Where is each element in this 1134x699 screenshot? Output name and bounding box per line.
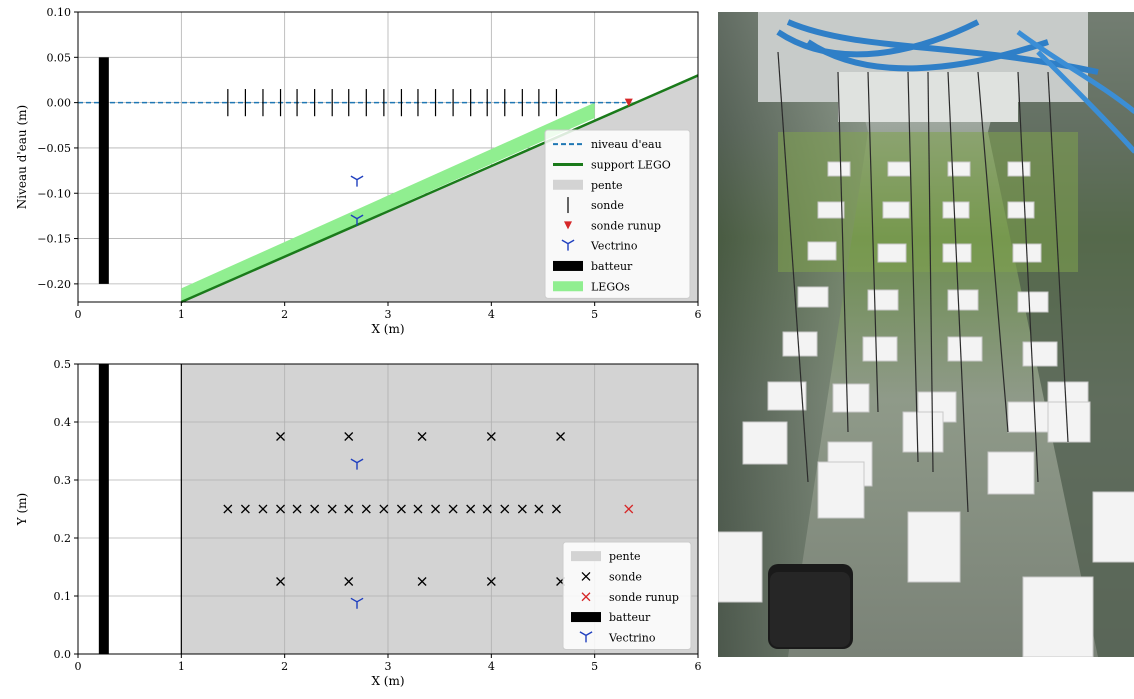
- vectrino-marker: [350, 458, 364, 470]
- y-tick-label: 0.10: [47, 6, 72, 19]
- sonde-marker: [486, 432, 496, 441]
- sonde-marker: [240, 504, 250, 514]
- y-tick-label: −0.10: [37, 187, 71, 200]
- sonde-runup-marker: [624, 504, 634, 514]
- x-tick-label: 6: [695, 660, 702, 673]
- batteur-bar: [98, 364, 109, 654]
- x-tick-label: 3: [385, 308, 392, 321]
- vectrino-marker: [350, 597, 364, 609]
- legend-label: support LEGO: [591, 158, 671, 171]
- x-tick-label: 2: [281, 660, 288, 673]
- legend-label: batteur: [609, 611, 651, 624]
- legend-label: sonde runup: [609, 591, 679, 604]
- sonde-marker: [379, 504, 389, 514]
- sonde-marker: [344, 577, 354, 586]
- sonde-marker: [417, 577, 427, 586]
- sonde-marker: [482, 504, 492, 514]
- legend-swatch: [581, 571, 591, 581]
- y-tick-label: 0.0: [54, 648, 72, 661]
- sonde-marker: [344, 504, 354, 514]
- legend-label: Vectrino: [590, 240, 638, 253]
- sonde-marker: [327, 504, 337, 514]
- sonde-marker: [431, 504, 440, 514]
- y-tick-label: 0.05: [47, 51, 72, 64]
- legend-swatch: [553, 281, 583, 292]
- legend-label: niveau d'eau: [591, 138, 662, 151]
- sonde-marker: [223, 504, 233, 514]
- legend-label: sonde runup: [591, 219, 661, 232]
- legend-box: [562, 541, 692, 650]
- sonde-marker: [500, 504, 510, 514]
- sonde-marker: [276, 577, 285, 586]
- legend-label: batteur: [591, 260, 633, 273]
- x-tick-label: 0: [75, 660, 82, 673]
- sonde-marker: [361, 504, 371, 514]
- y-tick-label: −0.15: [37, 233, 71, 246]
- sonde-marker: [534, 504, 544, 514]
- vectrino-marker: [350, 175, 364, 187]
- support-lego-line: [180, 74, 699, 304]
- plan-view-chart: 0 1 2 3 4 5 6 0.5 0.4 0.3 0.2 0.1 0.0 X (m) Y (m) pente…: [15, 358, 702, 688]
- legend-box: [544, 129, 691, 299]
- x-tick-label: 3: [385, 660, 392, 673]
- x-tick-label: 1: [178, 308, 185, 321]
- sonde-marker: [517, 504, 527, 514]
- legend-swatch: [581, 592, 591, 602]
- sonde-marker: [276, 504, 285, 514]
- x-tick-label: 5: [591, 308, 598, 321]
- sonde-marker: [448, 504, 458, 514]
- legend-label: pente: [591, 179, 623, 192]
- y-tick-label: 0.5: [54, 358, 72, 371]
- sonde-marker: [417, 432, 427, 441]
- y-tick-label: 0.2: [54, 532, 72, 545]
- legend-label: Vectrino: [608, 631, 656, 644]
- x-tick-label: 5: [591, 660, 598, 673]
- legend-label: sonde: [609, 570, 642, 583]
- sonde-runup-marker: [624, 98, 633, 107]
- legend-swatch: [553, 260, 583, 271]
- sonde-marker: [551, 504, 561, 514]
- x-axis-label: X (m): [371, 674, 404, 688]
- x-tick-label: 6: [695, 308, 702, 321]
- legend-swatch: [564, 221, 572, 230]
- y-tick-label: −0.05: [37, 142, 71, 155]
- sonde-marker: [258, 504, 268, 514]
- x-tick-label: 4: [488, 660, 495, 673]
- vectrino-marker: [350, 214, 364, 226]
- y-tick-label: 0.1: [54, 590, 72, 603]
- legend-swatch: [561, 239, 575, 251]
- lego-flume-photo: [718, 12, 1134, 657]
- sonde-marker: [486, 577, 496, 586]
- x-tick-label: 1: [178, 660, 185, 673]
- y-tick-label: 0.4: [54, 416, 72, 429]
- sonde-marker: [466, 504, 476, 514]
- y-axis-label: Niveau d'eau (m): [15, 105, 29, 209]
- legend-swatch: [579, 631, 593, 643]
- x-tick-label: 2: [281, 308, 288, 321]
- sonde-marker: [344, 432, 354, 441]
- y-tick-label: −0.20: [37, 278, 71, 291]
- legend-swatch: [571, 551, 601, 562]
- legend-swatch: [553, 179, 583, 190]
- legend-label: sonde: [591, 199, 624, 212]
- x-tick-label: 0: [75, 308, 82, 321]
- sonde-marker: [310, 504, 320, 514]
- sonde-marker: [276, 432, 285, 441]
- sonde-marker: [556, 432, 566, 441]
- elevation-chart: 0 1 2 3 4 5 6 0.10 0.05 0.00 −0.05 −0.10 −0.15 −0.20 X…: [15, 6, 702, 336]
- legend-swatch: [571, 612, 601, 623]
- x-tick-label: 4: [488, 308, 495, 321]
- y-tick-label: 0.00: [47, 97, 72, 110]
- y-tick-label: 0.3: [54, 474, 72, 487]
- x-axis-label: X (m): [371, 322, 404, 336]
- legend-label: LEGOs: [591, 280, 630, 293]
- y-axis-label: Y (m): [15, 493, 29, 526]
- sonde-marker: [396, 504, 406, 514]
- sonde-marker: [292, 504, 302, 514]
- legend-label: pente: [609, 550, 641, 563]
- batteur-bar: [98, 57, 109, 284]
- legos-band: [181, 102, 595, 302]
- sonde-marker: [413, 504, 423, 514]
